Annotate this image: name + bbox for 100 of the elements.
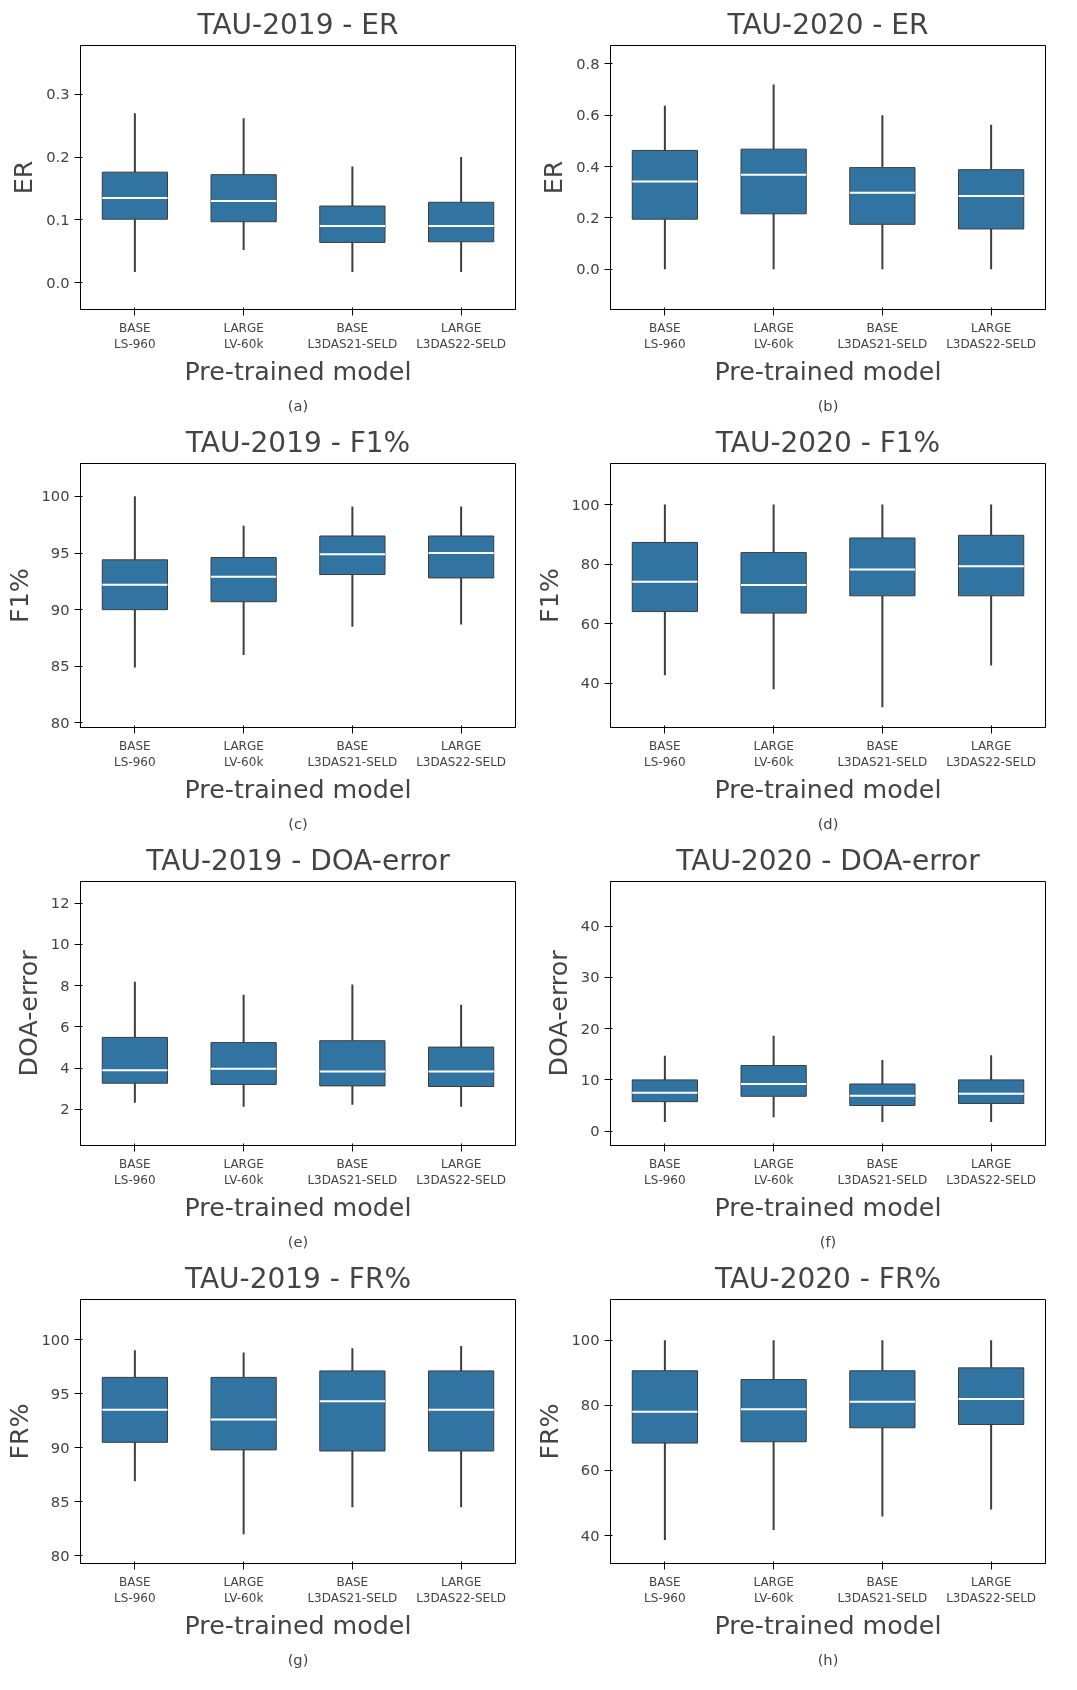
y-axis-title: FR% — [533, 1403, 564, 1460]
x-tick-label: BASE LS-960 — [114, 738, 156, 770]
x-tick-label: BASE LS-960 — [114, 320, 156, 352]
y-tick-label: 0 — [590, 1122, 600, 1140]
chart-title: TAU-2020 - ER — [726, 7, 929, 41]
x-tick-label: LARGE L3DAS22-SELD — [946, 1156, 1037, 1188]
x-axis-title: Pre-trained model — [184, 774, 412, 805]
y-tick-label: 0.0 — [576, 260, 600, 278]
x-tick-label: LARGE L3DAS22-SELD — [416, 320, 507, 352]
x-axis-title: Pre-trained model — [184, 1610, 412, 1641]
x-tick-label: LARGE L3DAS22-SELD — [416, 1156, 507, 1188]
y-tick-label: 60 — [580, 614, 600, 632]
y-tick-label: 40 — [580, 674, 600, 692]
text: (e) — [287, 1232, 309, 1250]
x-tick-label: LARGE LV-60k — [223, 738, 264, 770]
chart-title: TAU-2019 - DOA-error — [145, 843, 451, 877]
y-tick-label: 85 — [50, 1492, 70, 1510]
chart-title: TAU-2019 - F1% — [184, 425, 411, 459]
y-tick-label: 80 — [580, 1396, 600, 1414]
y-tick-label: 2 — [60, 1100, 70, 1118]
x-axis-title: Pre-trained model — [184, 356, 412, 387]
x-tick-label: LARGE LV-60k — [223, 1574, 264, 1606]
text: (f) — [819, 1232, 837, 1250]
y-axis-title: DOA-error — [12, 949, 43, 1077]
y-tick-label: 90 — [50, 1438, 70, 1456]
x-tick-label: BASE L3DAS21-SELD — [307, 320, 398, 352]
x-tick-label: BASE LS-960 — [644, 738, 686, 770]
x-tick-label: LARGE L3DAS22-SELD — [416, 1574, 507, 1606]
chart-title: TAU-2020 - F1% — [714, 425, 941, 459]
y-tick-label: 0.0 — [46, 273, 70, 291]
text: (c) — [288, 814, 308, 832]
y-tick-label: 10 — [580, 1070, 600, 1088]
x-tick-label: LARGE LV-60k — [753, 738, 794, 770]
x-tick-label: LARGE LV-60k — [223, 320, 264, 352]
y-tick-label: 85 — [50, 657, 70, 675]
x-axis-title: Pre-trained model — [714, 356, 942, 387]
text: (d) — [817, 814, 839, 832]
text: (g) — [287, 1650, 309, 1668]
y-tick-label: 30 — [580, 968, 600, 986]
x-tick-label: BASE L3DAS21-SELD — [307, 1156, 398, 1188]
y-tick-label: 0.1 — [46, 210, 70, 228]
y-tick-label: 80 — [50, 713, 70, 731]
x-tick-label: LARGE L3DAS22-SELD — [946, 1574, 1037, 1606]
x-tick-label: BASE L3DAS21-SELD — [307, 1574, 398, 1606]
x-axis-title: Pre-trained model — [184, 1192, 412, 1223]
x-tick-label: BASE LS-960 — [644, 1156, 686, 1188]
x-tick-label: LARGE LV-60k — [753, 1156, 794, 1188]
y-axis-title: ER — [538, 160, 569, 195]
y-tick-label: 20 — [580, 1019, 600, 1037]
x-tick-label: BASE L3DAS21-SELD — [837, 1156, 928, 1188]
x-tick-label: BASE L3DAS21-SELD — [837, 320, 928, 352]
text: (a) — [287, 396, 309, 414]
x-tick-label: LARGE L3DAS22-SELD — [946, 320, 1037, 352]
y-tick-label: 100 — [41, 1330, 70, 1348]
y-tick-label: 0.2 — [46, 148, 70, 166]
chart-title: TAU-2020 - DOA-error — [675, 843, 981, 877]
x-tick-label: BASE L3DAS21-SELD — [307, 738, 398, 770]
text: (h) — [817, 1650, 839, 1668]
y-tick-label: 60 — [580, 1461, 600, 1479]
x-axis-title: Pre-trained model — [714, 774, 942, 805]
chart-title: TAU-2019 - ER — [196, 7, 399, 41]
text: (b) — [817, 396, 839, 414]
x-axis-title: Pre-trained model — [714, 1192, 942, 1223]
x-tick-label: BASE L3DAS21-SELD — [837, 738, 928, 770]
x-tick-label: BASE LS-960 — [114, 1156, 156, 1188]
x-tick-label: BASE LS-960 — [644, 320, 686, 352]
y-tick-label: 100 — [571, 1331, 600, 1349]
y-tick-label: 4 — [60, 1059, 70, 1077]
y-tick-label: 0.3 — [46, 85, 70, 103]
y-tick-label: 0.2 — [576, 208, 600, 226]
x-axis-title: Pre-trained model — [714, 1610, 942, 1641]
y-tick-label: 80 — [580, 555, 600, 573]
x-tick-label: LARGE L3DAS22-SELD — [946, 738, 1037, 770]
y-axis-title: ER — [8, 160, 39, 195]
y-tick-label: 12 — [50, 894, 70, 912]
x-tick-label: BASE LS-960 — [644, 1574, 686, 1606]
y-tick-label: 6 — [60, 1017, 70, 1035]
y-tick-label: 10 — [50, 935, 70, 953]
y-tick-label: 95 — [50, 1384, 70, 1402]
y-axis-title: F1% — [3, 568, 34, 623]
chart-title: TAU-2020 - FR% — [714, 1261, 942, 1295]
y-tick-label: 0.8 — [576, 54, 600, 72]
x-tick-label: BASE LS-960 — [114, 1574, 156, 1606]
y-tick-label: 80 — [50, 1546, 70, 1564]
y-tick-label: 40 — [580, 1526, 600, 1544]
y-axis-title: F1% — [533, 568, 564, 623]
y-tick-label: 0.6 — [576, 106, 600, 124]
y-tick-label: 0.4 — [576, 157, 600, 175]
x-tick-label: BASE L3DAS21-SELD — [837, 1574, 928, 1606]
y-tick-label: 100 — [41, 487, 70, 505]
chart-title: TAU-2019 - FR% — [184, 1261, 412, 1295]
y-axis-title: DOA-error — [542, 949, 573, 1077]
x-tick-label: LARGE L3DAS22-SELD — [416, 738, 507, 770]
y-tick-label: 90 — [50, 600, 70, 618]
x-tick-label: LARGE LV-60k — [753, 1574, 794, 1606]
y-tick-label: 95 — [50, 544, 70, 562]
y-axis-title: FR% — [3, 1403, 34, 1460]
y-tick-label: 40 — [580, 917, 600, 935]
x-tick-label: LARGE LV-60k — [223, 1156, 264, 1188]
x-tick-label: LARGE LV-60k — [753, 320, 794, 352]
